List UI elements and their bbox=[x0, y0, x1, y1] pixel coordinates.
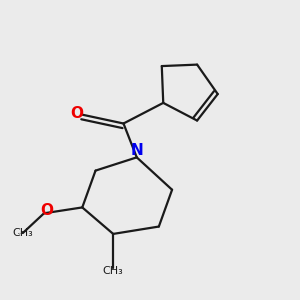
Text: O: O bbox=[70, 106, 83, 121]
Text: N: N bbox=[130, 143, 143, 158]
Text: O: O bbox=[40, 203, 53, 218]
Text: CH₃: CH₃ bbox=[103, 266, 124, 276]
Text: methoxy: methoxy bbox=[18, 232, 25, 234]
Text: CH₃: CH₃ bbox=[12, 228, 33, 238]
